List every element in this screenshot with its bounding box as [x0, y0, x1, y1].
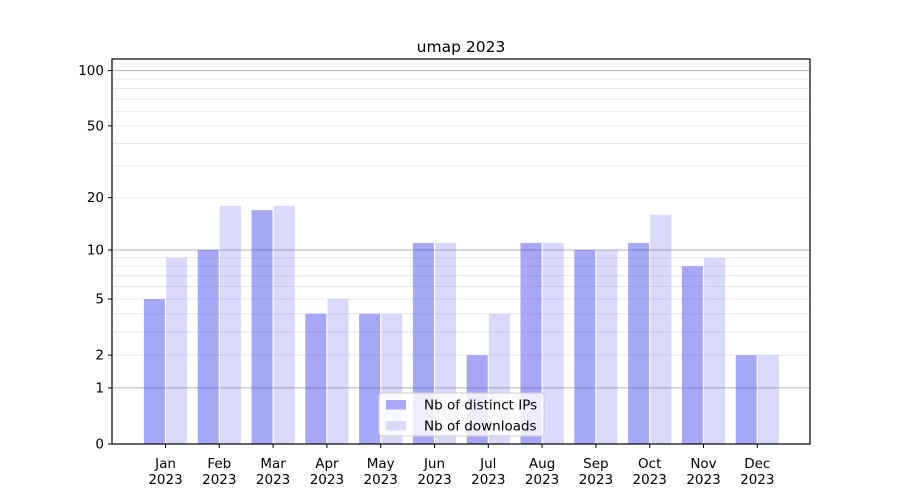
y-tick-label-50: 50: [87, 118, 104, 134]
x-tick-label-month-mar: Mar: [260, 456, 286, 472]
x-tick-label-year-jul: 2023: [471, 472, 505, 488]
bar-nov-downloads: [704, 257, 726, 444]
bar-apr-distinct-ips: [305, 313, 327, 444]
y-tick-label-100: 100: [78, 63, 104, 79]
x-tick-label-year-oct: 2023: [633, 472, 667, 488]
axes-layer: 0125102050100Jan2023Feb2023Mar2023Apr202…: [78, 58, 811, 488]
x-tick-label-month-oct: Oct: [638, 456, 661, 472]
x-tick-label-year-apr: 2023: [310, 472, 344, 488]
legend-swatch-distinct-ips: [386, 400, 406, 410]
chart-title: umap 2023: [417, 38, 506, 56]
legend-box: [378, 392, 545, 437]
x-tick-label-month-aug: Aug: [529, 456, 555, 472]
x-tick-label-year-aug: 2023: [525, 472, 559, 488]
x-tick-label-month-apr: Apr: [315, 456, 339, 472]
y-tick-label-1: 1: [95, 380, 104, 396]
plot-frame: [111, 58, 811, 445]
bar-feb-distinct-ips: [197, 249, 219, 444]
legend-label-downloads: Nb of downloads: [424, 419, 537, 435]
bar-jan-distinct-ips: [143, 299, 165, 444]
gridlines-layer: [112, 62, 810, 389]
bar-aug-downloads: [542, 242, 564, 444]
x-tick-label-year-jan: 2023: [148, 472, 182, 488]
x-tick-label-month-may: May: [367, 456, 395, 472]
y-tick-label-2: 2: [95, 348, 104, 364]
x-tick-label-month-sep: Sep: [583, 456, 608, 472]
bar-nov-distinct-ips: [681, 266, 703, 444]
y-tick-label-5: 5: [95, 292, 104, 308]
x-tick-label-year-feb: 2023: [202, 472, 236, 488]
bar-dec-downloads: [757, 355, 779, 444]
x-tick-label-month-dec: Dec: [744, 456, 770, 472]
bars-layer: [143, 205, 779, 444]
x-tick-label-year-may: 2023: [364, 472, 398, 488]
x-tick-label-year-mar: 2023: [256, 472, 290, 488]
bar-feb-downloads: [219, 205, 241, 444]
bar-apr-downloads: [327, 299, 349, 444]
legend-label-distinct-ips: Nb of distinct IPs: [424, 398, 537, 414]
x-tick-label-month-feb: Feb: [207, 456, 231, 472]
bar-mar-downloads: [273, 205, 295, 444]
bar-sep-downloads: [596, 249, 618, 444]
bar-jan-downloads: [166, 257, 188, 444]
bar-may-distinct-ips: [359, 313, 381, 444]
bar-dec-distinct-ips: [735, 355, 757, 444]
x-tick-label-year-sep: 2023: [579, 472, 613, 488]
y-tick-label-0: 0: [95, 437, 104, 453]
x-tick-label-year-nov: 2023: [686, 472, 720, 488]
x-tick-label-month-jul: Jul: [479, 456, 496, 472]
x-tick-label-month-jan: Jan: [154, 456, 176, 472]
bar-mar-distinct-ips: [251, 210, 273, 444]
y-tick-label-10: 10: [87, 242, 104, 258]
x-tick-label-month-jun: Jun: [423, 456, 445, 472]
x-tick-label-year-dec: 2023: [740, 472, 774, 488]
bar-sep-distinct-ips: [574, 249, 596, 444]
x-tick-label-month-nov: Nov: [690, 456, 716, 472]
bar-oct-distinct-ips: [628, 242, 650, 444]
legend-swatch-downloads: [386, 421, 406, 431]
legend: Nb of distinct IPs Nb of downloads: [378, 392, 545, 437]
bar-oct-downloads: [650, 214, 672, 444]
x-tick-label-year-jun: 2023: [417, 472, 451, 488]
y-tick-label-20: 20: [87, 190, 104, 206]
